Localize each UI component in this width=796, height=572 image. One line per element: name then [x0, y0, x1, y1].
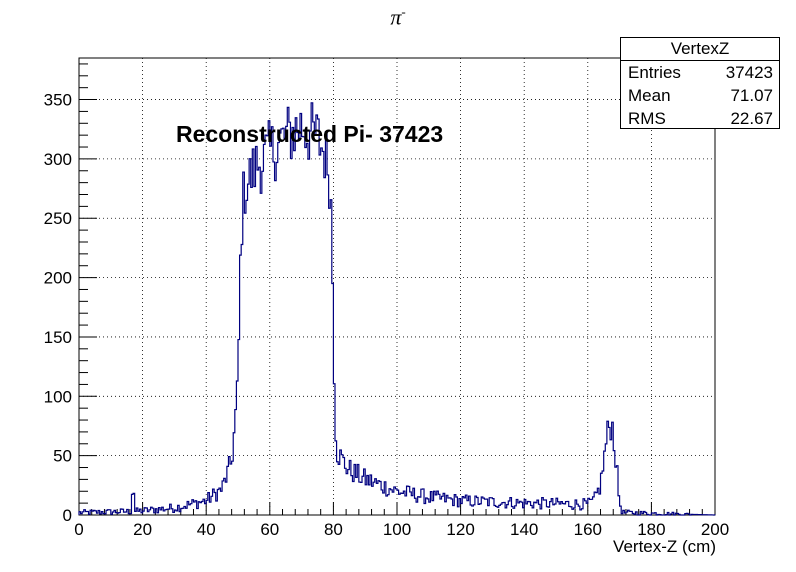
stats-box: VertexZ Entries 37423 Mean 71.07 RMS 22.…	[620, 37, 780, 129]
x-tick-label: 200	[701, 520, 729, 539]
y-tick-label: 150	[44, 328, 72, 347]
x-tick-label: 20	[133, 520, 152, 539]
stats-row-mean: Mean 71.07	[628, 86, 773, 105]
x-tick-label: 0	[74, 520, 83, 539]
x-tick-label: 40	[197, 520, 216, 539]
x-tick-label: 180	[637, 520, 665, 539]
y-tick-label: 50	[53, 447, 72, 466]
y-tick-label: 350	[44, 91, 72, 110]
y-tick-label: 200	[44, 269, 72, 288]
y-tick-label: 250	[44, 209, 72, 228]
x-tick-label: 100	[383, 520, 411, 539]
stats-row-entries: Entries 37423	[628, 63, 773, 82]
stats-name: VertexZ	[621, 38, 779, 61]
annotation-text: Reconstructed Pi- 37423	[176, 121, 444, 147]
x-tick-label: 60	[260, 520, 279, 539]
x-tick-label: 140	[510, 520, 538, 539]
y-tick-label: 0	[63, 506, 72, 525]
histogram-series	[78, 102, 716, 516]
x-axis-label: Vertex-Z (cm)	[613, 537, 716, 556]
x-tick-label: 120	[446, 520, 474, 539]
tick-labels: 0 20 40 60 80 100 120 140 160 180 200 0 50 100 150 200 2…	[44, 91, 730, 539]
y-tick-label: 100	[44, 387, 72, 406]
stats-row-rms: RMS 22.67	[628, 109, 773, 128]
chart-title: π-	[390, 4, 406, 30]
x-tick-label: 80	[324, 520, 343, 539]
x-tick-label: 160	[574, 520, 602, 539]
y-tick-label: 300	[44, 150, 72, 169]
